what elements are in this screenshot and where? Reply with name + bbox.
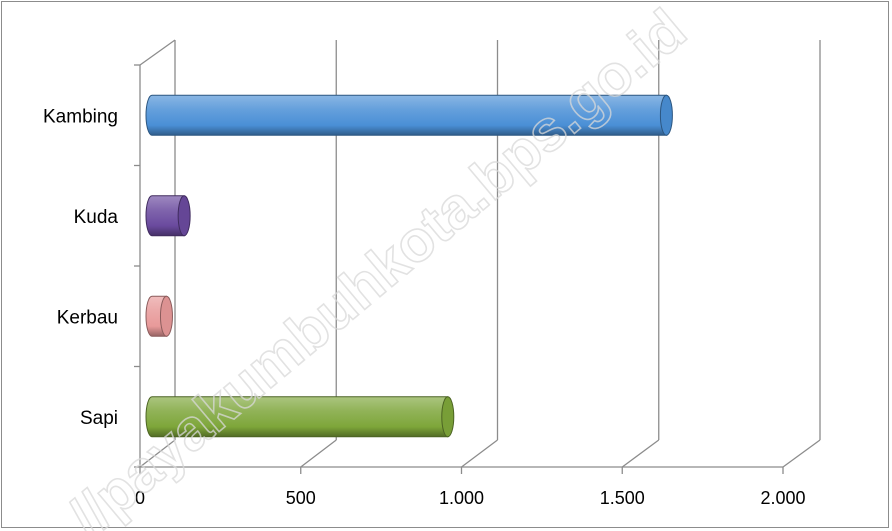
floor-gridline — [782, 439, 821, 468]
bar-cap — [177, 195, 191, 237]
bar-kerbau — [145, 295, 173, 337]
bar-sapi — [145, 396, 455, 438]
labels: 0 500 1.000 1.500 2.000 Kambing Kuda Kerbau Sapi — [43, 106, 806, 508]
y-tick-label: Kuda — [74, 207, 119, 228]
y-tick-label: Kambing — [43, 106, 118, 127]
floor-gridline — [621, 439, 660, 468]
x-tick-label: 2.000 — [760, 488, 805, 508]
x-tick-label: 1.500 — [600, 488, 645, 508]
x-tick-label: 0 — [135, 488, 145, 508]
x-tick-label: 500 — [286, 488, 316, 508]
bar-body — [145, 195, 185, 237]
bar-body — [145, 94, 667, 136]
floor-gridline — [461, 439, 498, 468]
bar-cap — [159, 295, 173, 337]
watermark: //payakumbuhkota.bps.go.id — [57, 0, 699, 531]
bar-kambing — [145, 94, 673, 136]
floor-gridline — [139, 439, 176, 468]
bar-cap — [659, 94, 673, 136]
bars — [145, 94, 673, 438]
floor-gridline — [300, 439, 337, 468]
y-tick-label: Sapi — [80, 408, 118, 429]
x-tick-label: 1.000 — [439, 488, 484, 508]
bar-body — [145, 396, 449, 438]
side-wall-top — [139, 39, 176, 66]
axes — [134, 39, 784, 474]
y-tick-label: Kerbau — [57, 307, 118, 328]
bar-cap — [441, 396, 455, 438]
bar-kuda — [145, 195, 191, 237]
